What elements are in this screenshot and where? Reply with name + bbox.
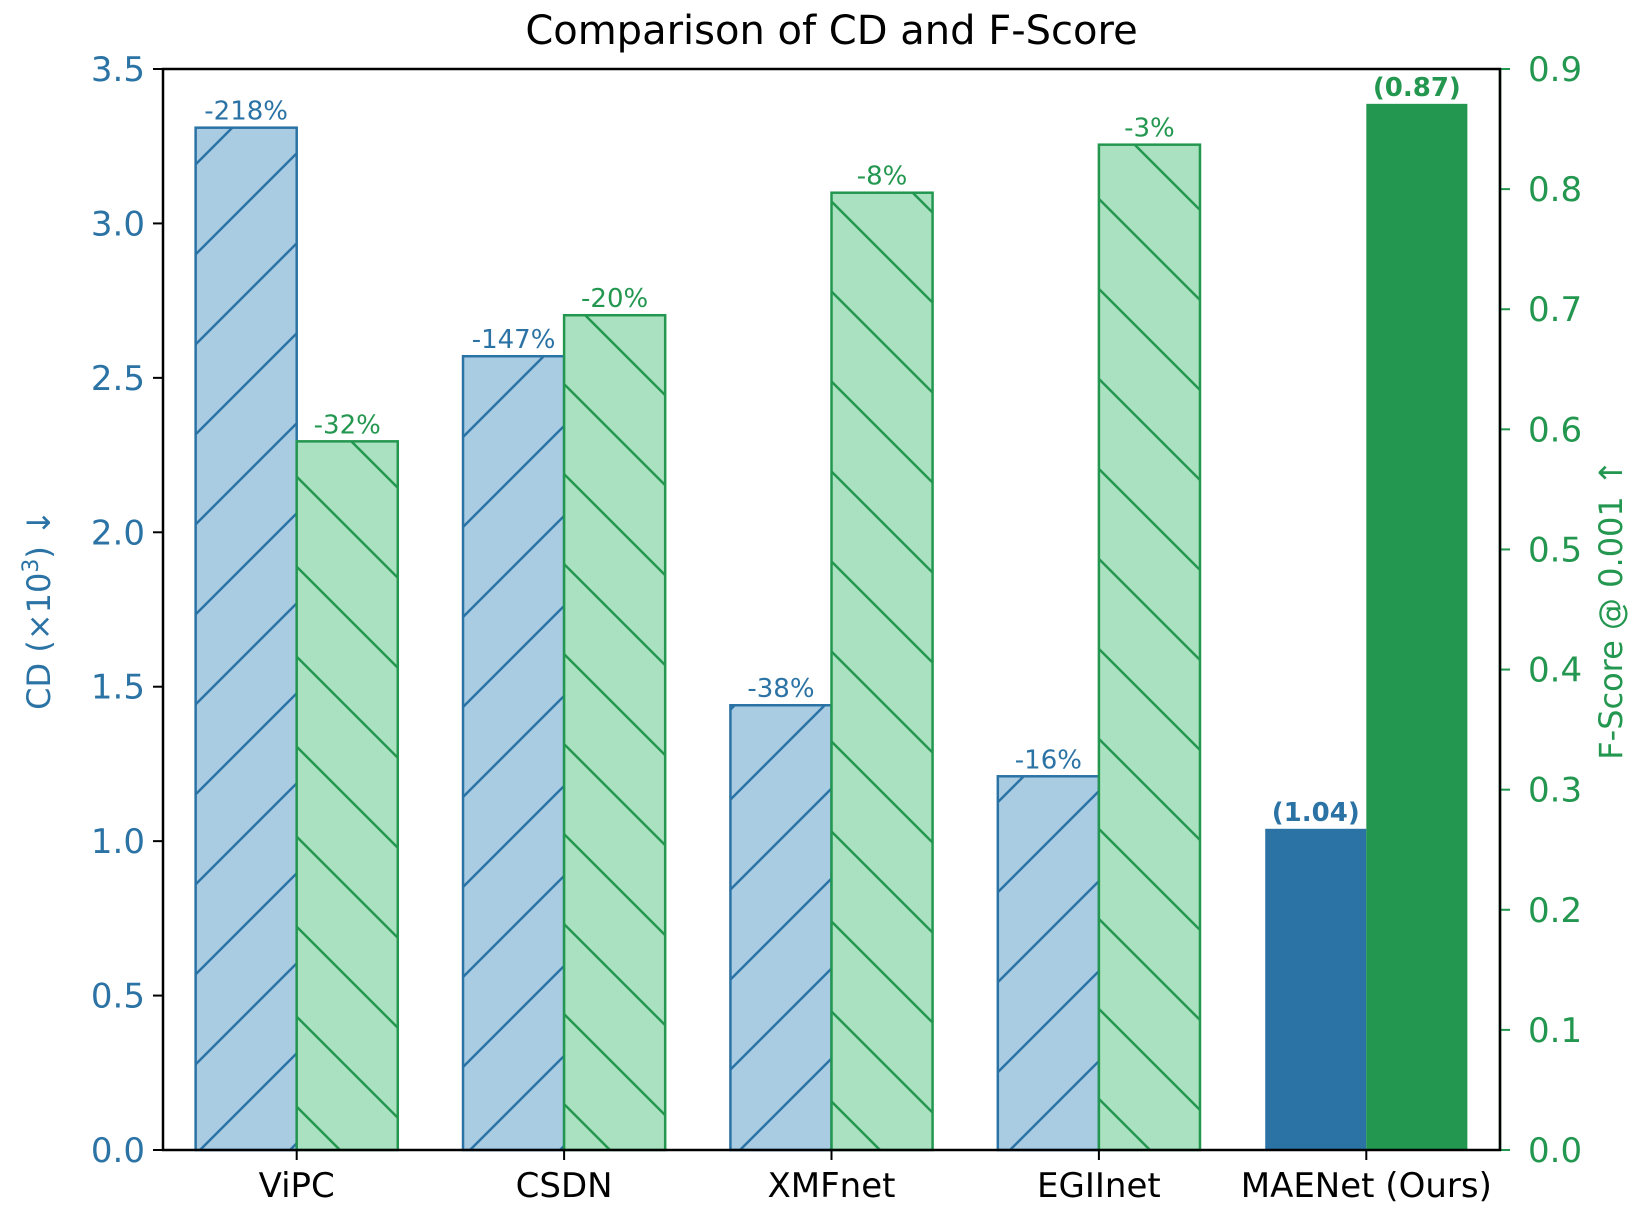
right-axis: 0.0 0.1 0.2 0.3 0.4 0.5 0.6 0.7 0.8 0.9 bbox=[1498, 50, 1582, 1171]
bar-cd-3 bbox=[996, 775, 1101, 1152]
bar-fscore-2 bbox=[830, 191, 934, 1152]
right-tick-label: 0.4 bbox=[1528, 651, 1582, 691]
data-label-cd-2: -38% bbox=[747, 674, 814, 704]
x-tick-label: MAENet (Ours) bbox=[1241, 1166, 1492, 1206]
data-label-cd-1: -147% bbox=[472, 325, 556, 355]
right-tick-label: 0.3 bbox=[1528, 771, 1582, 811]
left-tick-label: 3.5 bbox=[91, 50, 145, 90]
bar-cd-4 bbox=[1265, 828, 1367, 1150]
data-label-fscore-4: (0.87) bbox=[1373, 73, 1461, 103]
right-tick-label: 0.0 bbox=[1528, 1131, 1582, 1171]
bar-fscore-0 bbox=[295, 440, 400, 1152]
bar-cd-2 bbox=[729, 703, 833, 1152]
data-label-fscore-1: -20% bbox=[581, 284, 648, 314]
right-axis-title: F-Score @ 0.001 ↑ bbox=[1592, 459, 1630, 760]
bars-group bbox=[194, 103, 1468, 1152]
left-tick-label: 1.0 bbox=[91, 822, 145, 862]
right-tick-label: 0.7 bbox=[1528, 290, 1582, 330]
x-tick-label: XMFnet bbox=[768, 1166, 896, 1206]
data-label-cd-3: -16% bbox=[1015, 745, 1082, 775]
x-tick-label: CSDN bbox=[516, 1166, 613, 1206]
bar-cd-0 bbox=[194, 126, 298, 1152]
x-axis: ViPC CSDN XMFnet EGIInet MAENet (Ours) bbox=[259, 1150, 1492, 1206]
right-tick-label: 0.1 bbox=[1528, 1011, 1582, 1051]
x-tick-label: EGIInet bbox=[1037, 1166, 1161, 1206]
data-label-fscore-3: -3% bbox=[1124, 114, 1175, 144]
right-tick-label: 0.9 bbox=[1528, 50, 1582, 90]
bar-fscore-1 bbox=[562, 313, 667, 1152]
chart-title: Comparison of CD and F-Score bbox=[525, 8, 1137, 54]
right-tick-label: 0.6 bbox=[1528, 410, 1582, 450]
right-tick-label: 0.5 bbox=[1528, 530, 1582, 570]
left-tick-label: 2.0 bbox=[91, 513, 145, 553]
bar-fscore-4 bbox=[1366, 103, 1468, 1150]
right-tick-label: 0.2 bbox=[1528, 891, 1582, 931]
left-tick-label: 1.5 bbox=[91, 668, 145, 708]
data-label-fscore-0: -32% bbox=[314, 410, 381, 440]
x-tick-label: ViPC bbox=[259, 1166, 335, 1206]
data-label-cd-4: (1.04) bbox=[1272, 798, 1360, 828]
left-axis-title: CD (×103) ↓ bbox=[19, 509, 58, 710]
left-tick-label: 0.5 bbox=[91, 977, 145, 1017]
data-labels-group: -218% -32% -147% -20% -38% -8% -16% -3% (1.04) (0… bbox=[204, 73, 1460, 828]
left-tick-label: 2.5 bbox=[91, 359, 145, 399]
data-label-cd-0: -218% bbox=[204, 97, 288, 127]
plot-frame bbox=[161, 67, 1502, 1152]
bar-cd-1 bbox=[461, 354, 566, 1152]
left-tick-label: 0.0 bbox=[91, 1131, 145, 1171]
right-tick-label: 0.8 bbox=[1528, 170, 1582, 210]
data-label-fscore-2: -8% bbox=[857, 162, 908, 192]
left-axis: 0.0 0.5 1.0 1.5 2.0 2.5 3.0 3.5 bbox=[91, 50, 163, 1171]
bar-fscore-3 bbox=[1097, 143, 1202, 1152]
left-tick-label: 3.0 bbox=[91, 204, 145, 244]
